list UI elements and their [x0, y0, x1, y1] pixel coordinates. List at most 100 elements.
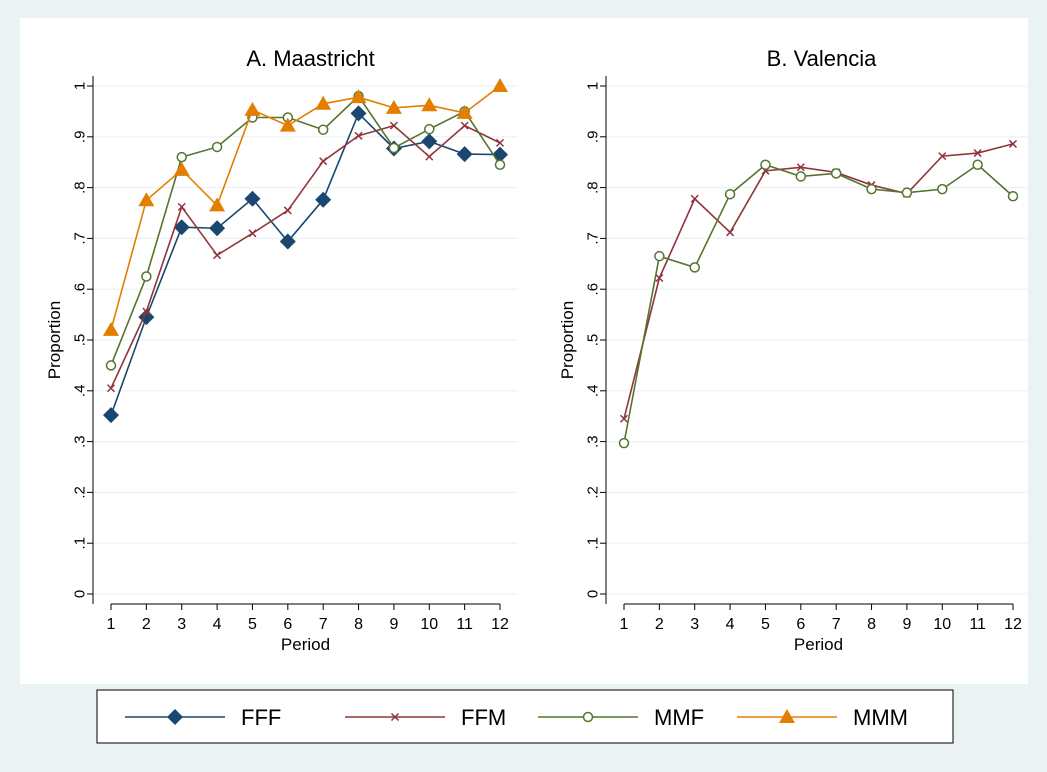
- y-tick-label: .8: [585, 181, 602, 194]
- data-point-FFM: [726, 228, 735, 237]
- legend-marker-FFM-stroke-b: [390, 712, 400, 722]
- series-MMM: [103, 78, 508, 336]
- legend-marker-FFM: [390, 712, 400, 722]
- data-point-MMF: [388, 142, 400, 154]
- series-line-FFM: [623, 143, 1014, 419]
- data-point-FFF: [103, 407, 119, 424]
- data-point-MMF: [901, 187, 913, 198]
- x-tick-label: 4: [213, 616, 222, 633]
- data-point-FFM-stroke-b: [619, 414, 629, 423]
- data-point-FFM-stroke-b: [495, 138, 505, 147]
- data-point-FFM-stroke-b: [938, 152, 947, 161]
- y-tick-label: .5: [72, 334, 89, 347]
- data-point-MMF: [211, 141, 223, 153]
- data-point-FFM: [283, 206, 292, 215]
- y-tick-label: .6: [585, 283, 602, 296]
- series-line-MMF: [623, 163, 1014, 444]
- legend-marker-MMF: [582, 711, 594, 723]
- series-line-FFF: [110, 112, 501, 416]
- data-point-MMF: [795, 171, 807, 182]
- x-tick-label: 9: [902, 616, 911, 633]
- data-point-FFM: [213, 251, 222, 260]
- data-point-FFM-stroke-b: [796, 163, 805, 172]
- data-point-FFM-stroke-b: [690, 194, 699, 203]
- plot-region-background: [20, 18, 1028, 684]
- x-tick-label: 10: [933, 616, 951, 633]
- data-point-FFM-stroke-b: [726, 228, 735, 237]
- y-tick-label: .7: [585, 232, 602, 245]
- data-point-MMF: [141, 271, 152, 282]
- data-point-FFM: [319, 157, 328, 166]
- x-tick-label: 8: [354, 616, 363, 633]
- data-point-FFF: [279, 233, 296, 250]
- data-point-MMM: [279, 117, 296, 132]
- data-point-MMM: [492, 78, 508, 92]
- y-tick-label: 1: [585, 82, 602, 90]
- legend: FFF FFM MMF MMM: [96, 689, 954, 744]
- chart-title: B. Valencia: [767, 46, 877, 71]
- data-point-MMM: [209, 197, 226, 212]
- data-point-MMF: [176, 151, 187, 163]
- legend-item-MMF: MMF: [538, 705, 704, 730]
- x-tick-label: 8: [867, 616, 876, 633]
- legend-item-FFM: FFM: [345, 705, 506, 730]
- x-tick-label: 4: [726, 616, 735, 633]
- data-point-FFM: [389, 121, 398, 130]
- x-tick-label: 11: [969, 616, 986, 633]
- data-point-FFF: [350, 105, 367, 122]
- data-point-FFM-stroke-b: [425, 152, 434, 161]
- data-point-MMF: [830, 168, 842, 179]
- data-point-FFM: [354, 131, 363, 140]
- data-point-MMF: [689, 262, 700, 273]
- data-point-FFM-stroke-b: [973, 149, 982, 158]
- data-point-MMF: [317, 124, 329, 135]
- legend-item-FFF: FFF: [125, 705, 281, 730]
- x-axis-label: Period: [281, 635, 330, 654]
- y-tick-label: .3: [585, 435, 602, 448]
- data-point-FFM: [460, 121, 469, 130]
- y-tick-label: .6: [72, 283, 89, 296]
- data-point-FFM: [690, 194, 699, 203]
- data-point-MMM: [315, 95, 332, 110]
- x-tick-label: 1: [107, 616, 116, 633]
- legend-marker-FFF: [167, 709, 183, 725]
- y-axis-label: Proportion: [558, 301, 577, 379]
- data-point-FFF: [315, 191, 332, 208]
- x-tick-label: 7: [319, 616, 328, 633]
- data-point-FFM: [655, 273, 664, 283]
- x-tick-label: 2: [655, 616, 664, 633]
- series-MMF: [618, 159, 1019, 449]
- data-point-MMM: [456, 104, 473, 119]
- data-point-FFM-stroke-b: [213, 251, 222, 260]
- data-point-FFM-stroke-b: [460, 121, 469, 130]
- data-point-MMM: [244, 101, 261, 116]
- data-point-FFM: [495, 138, 505, 147]
- data-point-FFM: [973, 149, 982, 158]
- series-FFF: [103, 105, 508, 424]
- y-tick-label: .4: [585, 385, 602, 398]
- data-point-FFM: [1008, 139, 1018, 148]
- y-tick-label: 1: [72, 82, 89, 90]
- x-tick-label: 5: [248, 616, 257, 633]
- data-point-MMF: [618, 437, 630, 449]
- y-tick-label: .9: [585, 131, 602, 144]
- chart-panel-1: 0.1.2.3.4.5.6.7.8.911 2 3 4 5 6 7 8 9 10 11 12A. Ma…: [45, 46, 518, 654]
- data-point-FFM-stroke-b: [106, 384, 116, 393]
- data-point-FFM-stroke-b: [248, 229, 257, 238]
- data-point-FFM: [177, 202, 186, 211]
- data-point-FFM-stroke-b: [319, 157, 328, 166]
- series-line-FFM: [110, 124, 501, 389]
- data-point-FFM-stroke-b: [142, 307, 151, 316]
- data-point-FFM: [248, 229, 257, 238]
- data-point-FFM-stroke-b: [177, 202, 186, 211]
- data-point-FFM: [425, 152, 434, 161]
- y-tick-label: .1: [585, 537, 602, 550]
- data-point-FFM-stroke-b: [283, 206, 292, 215]
- data-point-MMF: [937, 183, 948, 195]
- series-line-MMF: [110, 94, 501, 366]
- data-point-MMF: [1007, 190, 1019, 202]
- legend-label-MMM: MMM: [853, 705, 908, 730]
- data-point-FFM-stroke-b: [389, 121, 398, 130]
- data-point-MMM: [421, 97, 438, 112]
